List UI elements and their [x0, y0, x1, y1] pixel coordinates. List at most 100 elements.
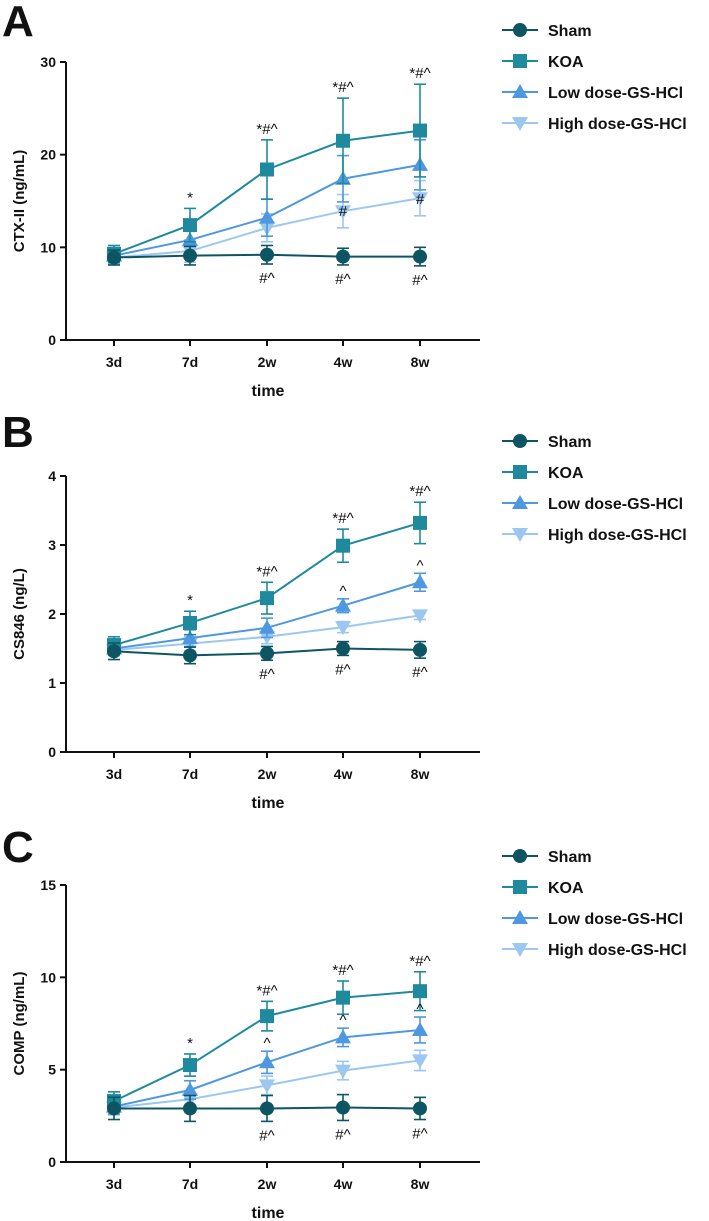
data-point: [412, 574, 428, 589]
legend-label: Low dose-GS-HCl: [548, 85, 683, 102]
significance-label: *#^: [409, 483, 430, 500]
y-tick-label: 3: [48, 537, 56, 553]
significance-label: #^: [259, 1127, 274, 1144]
data-point: [259, 1079, 275, 1094]
data-point: [260, 591, 274, 606]
x-tick-label: 7d: [182, 766, 198, 782]
legend-marker: [512, 84, 528, 98]
chart-panel-b: B 0 1 2 3 4 3d 7d 2w 4w 8w time CS846 (ng/L) * *#^ *#^ *…: [2, 408, 687, 812]
y-axis-title: CS846 (ng/L): [11, 568, 28, 660]
significance-label: ^: [339, 583, 346, 600]
legend-label: High dose-GS-HCl: [548, 942, 687, 959]
data-point: [412, 192, 428, 207]
significance-label: #^: [412, 664, 427, 681]
x-tick-label: 3d: [106, 1176, 122, 1192]
x-tick-label: 8w: [411, 766, 430, 782]
data-point: [260, 646, 274, 661]
data-point: [183, 218, 197, 233]
legend-marker: [512, 117, 528, 131]
y-tick-label: 0: [48, 744, 56, 760]
x-tick-label: 4w: [334, 1176, 353, 1192]
x-tick-label: 4w: [334, 354, 353, 370]
y-tick-label: 2: [48, 606, 56, 622]
y-axis-title: COMP (ng/mL): [11, 972, 28, 1076]
panel-letter: C: [2, 823, 34, 872]
x-tick-label: 8w: [411, 354, 430, 370]
x-tick-label: 8w: [411, 1176, 430, 1192]
data-point: [107, 644, 121, 659]
data-point: [412, 609, 428, 624]
significance-label: #: [416, 191, 425, 208]
x-axis-title: time: [252, 383, 285, 400]
data-point: [260, 1009, 274, 1024]
significance-label: ^: [339, 1012, 346, 1029]
chart-panel-a: A 0 10 20 30 3d 7d 2w 4w 8w time CTX-II (ng/mL) * *#^…: [2, 0, 687, 400]
significance-label: #^: [412, 272, 427, 289]
data-point: [335, 1029, 351, 1044]
significance-label: #^: [335, 1126, 350, 1143]
legend: Sham KOA Low dose-GS-HCl High dose-GS-HCl: [502, 849, 687, 959]
y-tick-label: 30: [40, 54, 56, 70]
significance-label: *#^: [256, 563, 277, 580]
data-point: [259, 1054, 275, 1069]
legend: Sham KOA Low dose-GS-HCl High dose-GS-HCl: [502, 23, 687, 133]
series-koa: [107, 970, 427, 1112]
data-point: [336, 641, 350, 656]
data-point: [413, 249, 427, 264]
legend-marker: [512, 910, 528, 924]
panel-letter: A: [2, 0, 34, 46]
significance-label: *#^: [256, 982, 277, 999]
significance-label: *#^: [256, 121, 277, 138]
data-point: [183, 1101, 197, 1116]
data-point: [260, 162, 274, 177]
data-point: [183, 248, 197, 263]
data-point: [335, 1064, 351, 1079]
x-tick-label: 2w: [258, 354, 277, 370]
legend-label: High dose-GS-HCl: [548, 527, 687, 544]
significance-label: #^: [259, 666, 274, 683]
data-point: [412, 1054, 428, 1069]
significance-label: #^: [259, 270, 274, 287]
legend-marker: [512, 495, 528, 509]
series-sham: [107, 640, 427, 665]
legend-label: Sham: [548, 849, 592, 866]
series-low-dose-gs-hcl: [106, 572, 428, 657]
legend-marker: [513, 23, 527, 37]
x-tick-label: 3d: [106, 766, 122, 782]
legend-marker: [512, 943, 528, 957]
chart-panel-c: C 0 5 10 15 3d 7d 2w 4w 8w time COMP (ng/mL) * *#^ *#^…: [2, 823, 687, 1221]
significance-label: ^: [416, 1001, 423, 1018]
data-point: [413, 642, 427, 657]
data-point: [413, 123, 427, 138]
data-point: [413, 1101, 427, 1116]
data-point: [260, 1101, 274, 1116]
data-point: [336, 249, 350, 264]
significance-label: #^: [335, 271, 350, 288]
y-axis-title: CTX-II (ng/mL): [11, 150, 28, 252]
legend-label: High dose-GS-HCl: [548, 116, 687, 133]
data-point: [183, 1058, 197, 1073]
y-tick-label: 0: [48, 1154, 56, 1170]
x-axis-title: time: [252, 1205, 285, 1221]
y-tick-label: 15: [40, 877, 56, 893]
x-axis-title: time: [252, 795, 285, 812]
legend-marker: [513, 465, 527, 479]
series-koa: [107, 501, 427, 655]
data-point: [183, 615, 197, 630]
significance-label: *: [187, 1035, 193, 1052]
significance-label: *: [187, 189, 193, 206]
y-tick-label: 1: [48, 675, 56, 691]
x-tick-label: 2w: [258, 766, 277, 782]
data-point: [260, 247, 274, 262]
legend: Sham KOA Low dose-GS-HCl High dose-GS-HCl: [502, 434, 687, 544]
x-tick-label: 3d: [106, 354, 122, 370]
data-point: [107, 250, 121, 265]
data-point: [335, 597, 351, 612]
significance-label: *#^: [332, 510, 353, 527]
series-sham: [107, 1093, 427, 1123]
legend-marker: [513, 434, 527, 448]
significance-label: ^: [416, 557, 423, 574]
y-tick-label: 10: [40, 239, 56, 255]
data-point: [336, 1100, 350, 1115]
